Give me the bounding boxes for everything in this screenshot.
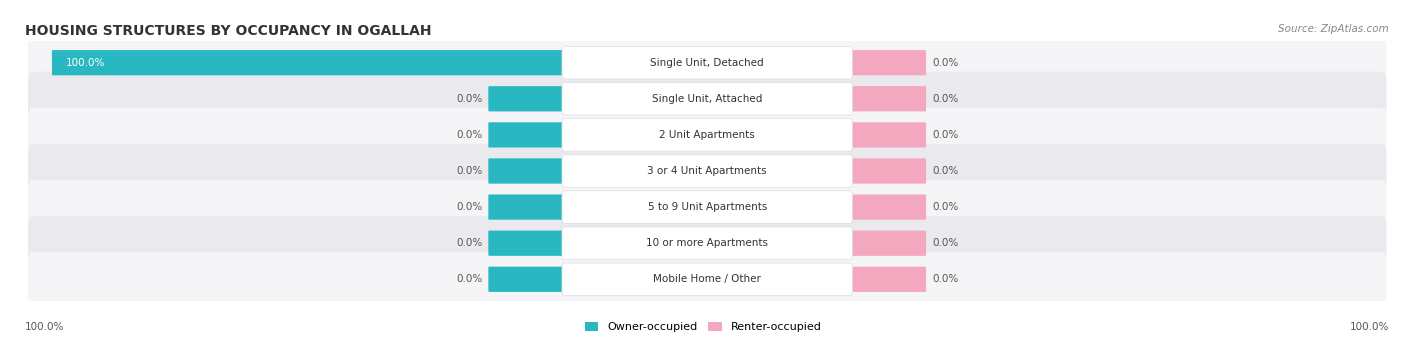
FancyBboxPatch shape xyxy=(849,86,927,111)
FancyBboxPatch shape xyxy=(849,267,927,292)
Text: 3 or 4 Unit Apartments: 3 or 4 Unit Apartments xyxy=(647,166,768,176)
FancyBboxPatch shape xyxy=(488,86,565,111)
Text: 0.0%: 0.0% xyxy=(932,274,959,284)
FancyBboxPatch shape xyxy=(488,231,565,256)
Text: HOUSING STRUCTURES BY OCCUPANCY IN OGALLAH: HOUSING STRUCTURES BY OCCUPANCY IN OGALL… xyxy=(25,24,432,38)
Text: 0.0%: 0.0% xyxy=(932,202,959,212)
Text: 100.0%: 100.0% xyxy=(25,322,65,332)
FancyBboxPatch shape xyxy=(849,50,927,75)
Text: 0.0%: 0.0% xyxy=(456,202,482,212)
Text: 0.0%: 0.0% xyxy=(932,238,959,248)
Text: 0.0%: 0.0% xyxy=(456,130,482,140)
FancyBboxPatch shape xyxy=(28,72,1386,126)
FancyBboxPatch shape xyxy=(52,50,565,75)
FancyBboxPatch shape xyxy=(562,155,852,187)
FancyBboxPatch shape xyxy=(562,191,852,223)
FancyBboxPatch shape xyxy=(849,122,927,147)
FancyBboxPatch shape xyxy=(562,227,852,260)
FancyBboxPatch shape xyxy=(28,180,1386,234)
Text: Single Unit, Detached: Single Unit, Detached xyxy=(651,58,763,68)
FancyBboxPatch shape xyxy=(849,195,927,220)
FancyBboxPatch shape xyxy=(28,36,1386,90)
FancyBboxPatch shape xyxy=(28,144,1386,198)
Text: 2 Unit Apartments: 2 Unit Apartments xyxy=(659,130,755,140)
FancyBboxPatch shape xyxy=(28,216,1386,270)
FancyBboxPatch shape xyxy=(849,158,927,184)
Text: 100.0%: 100.0% xyxy=(66,58,105,68)
Text: 0.0%: 0.0% xyxy=(932,166,959,176)
Text: 0.0%: 0.0% xyxy=(456,274,482,284)
FancyBboxPatch shape xyxy=(562,263,852,295)
FancyBboxPatch shape xyxy=(562,119,852,151)
Text: Mobile Home / Other: Mobile Home / Other xyxy=(654,274,761,284)
Text: 0.0%: 0.0% xyxy=(456,94,482,104)
FancyBboxPatch shape xyxy=(488,195,565,220)
Text: 0.0%: 0.0% xyxy=(456,166,482,176)
FancyBboxPatch shape xyxy=(28,108,1386,162)
Text: 0.0%: 0.0% xyxy=(932,94,959,104)
Text: 0.0%: 0.0% xyxy=(456,238,482,248)
Text: 100.0%: 100.0% xyxy=(1350,322,1389,332)
FancyBboxPatch shape xyxy=(562,82,852,115)
Text: 0.0%: 0.0% xyxy=(932,58,959,68)
Text: 10 or more Apartments: 10 or more Apartments xyxy=(647,238,768,248)
FancyBboxPatch shape xyxy=(28,252,1386,306)
FancyBboxPatch shape xyxy=(488,158,565,184)
FancyBboxPatch shape xyxy=(849,231,927,256)
Text: Single Unit, Attached: Single Unit, Attached xyxy=(652,94,762,104)
FancyBboxPatch shape xyxy=(488,267,565,292)
Text: Source: ZipAtlas.com: Source: ZipAtlas.com xyxy=(1278,24,1389,34)
Text: 0.0%: 0.0% xyxy=(932,130,959,140)
Legend: Owner-occupied, Renter-occupied: Owner-occupied, Renter-occupied xyxy=(581,317,825,337)
FancyBboxPatch shape xyxy=(488,122,565,147)
FancyBboxPatch shape xyxy=(562,47,852,79)
Text: 5 to 9 Unit Apartments: 5 to 9 Unit Apartments xyxy=(648,202,766,212)
